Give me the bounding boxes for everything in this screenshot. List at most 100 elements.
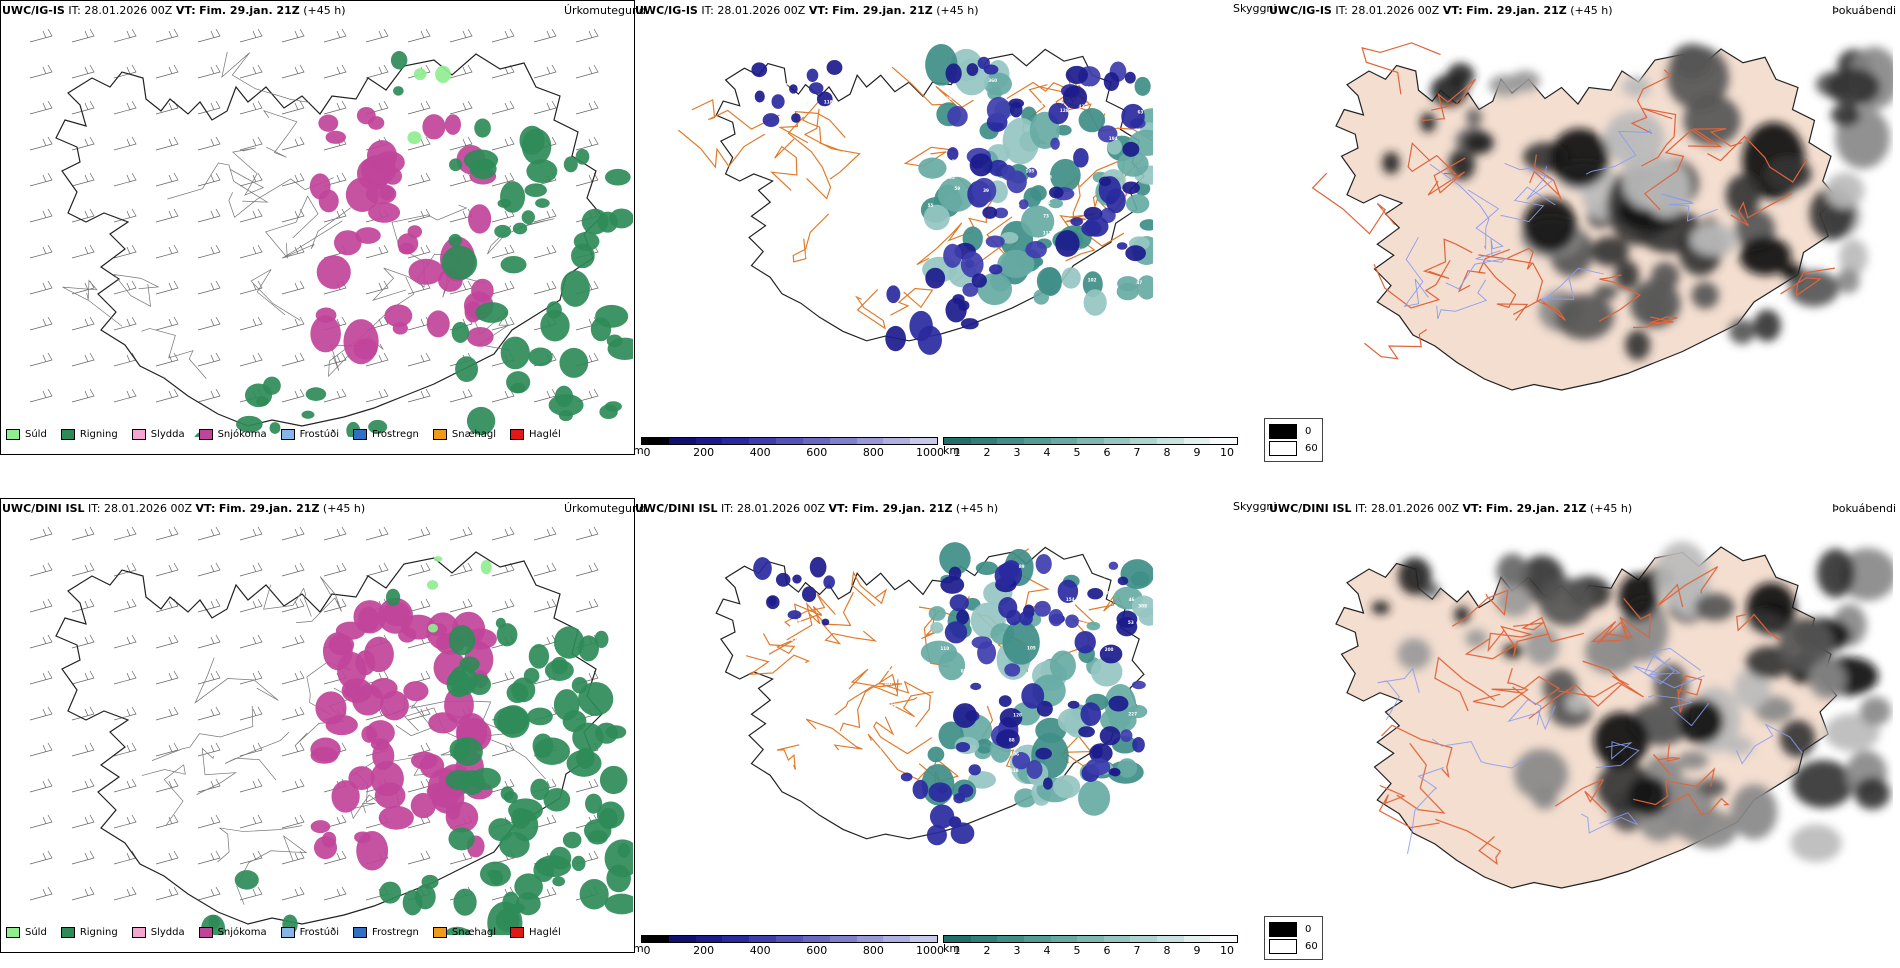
snow-area	[354, 831, 371, 843]
colorbar-box	[803, 438, 830, 444]
rain-area	[587, 830, 608, 844]
wind-barb	[408, 707, 430, 720]
cloudbase-value-label: 55	[928, 203, 934, 208]
rain-area	[455, 356, 478, 382]
cloudbase-value-label: 43	[884, 667, 890, 672]
cloudbase-area	[766, 595, 780, 609]
snow-area	[379, 806, 414, 830]
colorbar-tick-label: 4	[1044, 944, 1051, 957]
fog-legend-label: 60	[1305, 443, 1318, 454]
panel-title: UWC/IG-IS IT: 28.01.2026 00Z VT: Fim. 29…	[2, 4, 346, 17]
cloudbase-value-label: 78	[1083, 619, 1089, 624]
wind-barb	[366, 527, 388, 540]
wind-barb	[492, 743, 514, 756]
wind-barb	[534, 209, 556, 222]
cloudbase-area	[918, 326, 942, 355]
fog-legend-label: 0	[1305, 426, 1311, 437]
fog-area	[1827, 68, 1881, 106]
drizzle-area	[391, 51, 407, 69]
wind-barb	[114, 101, 136, 114]
wind-barb	[282, 779, 304, 792]
cloudbase-area	[1055, 230, 1079, 257]
fog-area	[1817, 549, 1855, 598]
cloudbase-value-label: 49	[906, 592, 912, 597]
road-line	[788, 117, 830, 199]
wind-barb	[30, 599, 52, 612]
wind-barb	[30, 671, 52, 684]
cloudbase-value-label: 102	[1088, 277, 1097, 282]
cloudbase-area	[1043, 778, 1053, 790]
rain-area	[549, 394, 584, 416]
colorbar-box	[776, 936, 803, 942]
visibility-panel: UWC/DINI ISL IT: 28.01.2026 00Z VT: Fim.…	[633, 498, 1263, 968]
wind-barb	[114, 743, 136, 756]
fog-index-map	[1263, 518, 1893, 928]
colorbar-box	[1077, 438, 1104, 444]
cloudbase-value-label: 181	[944, 754, 953, 759]
wind-barb	[240, 815, 262, 828]
cloudbase-area	[1108, 768, 1119, 776]
colorbar-tick-label: 800	[863, 446, 884, 459]
visibility-area	[1137, 275, 1153, 299]
colorbar-box	[910, 438, 937, 444]
wind-barb	[576, 65, 598, 78]
cloudbase-value-label: 227	[1128, 711, 1137, 716]
cloudbase-area	[969, 764, 981, 775]
rain-area	[475, 302, 508, 323]
legend-label: Rigning	[80, 429, 118, 440]
wind-barb	[156, 815, 178, 828]
cloudbase-value-label: 360	[988, 78, 997, 83]
cloudbase-value-label: 43	[1079, 104, 1085, 109]
cloudbase-value-label: 59	[954, 186, 960, 191]
wind-barb	[366, 563, 388, 576]
rain-area	[554, 626, 584, 658]
wind-barb	[492, 29, 514, 42]
wind-barb	[72, 317, 94, 330]
rain-area	[450, 739, 471, 760]
fog-area	[1792, 760, 1854, 808]
wind-barb	[72, 599, 94, 612]
colorbar-tick-label: 8	[1164, 446, 1171, 459]
legend-item: Snæhagl	[433, 927, 496, 938]
colorbar-box	[1130, 936, 1157, 942]
cloudbase-value-label: 57	[1103, 573, 1109, 578]
rain-area	[449, 158, 462, 171]
fog-area	[1372, 601, 1390, 614]
colorbar-tick-label: 1000	[916, 446, 944, 459]
cloudbase-area	[1049, 187, 1064, 199]
colorbar-tick-label: 1000	[916, 944, 944, 957]
legend-item: Frostregn	[353, 927, 419, 938]
cloudbase-value-label: 57	[785, 82, 791, 87]
cloudbase-value-label: 147	[900, 715, 909, 720]
wind-barb	[156, 317, 178, 330]
wind-barb	[114, 317, 136, 330]
cloudbase-value-label: 43	[789, 94, 795, 99]
wind-barb	[282, 65, 304, 78]
drizzle-area	[481, 560, 492, 574]
rain-area	[578, 682, 613, 716]
cloudbase-value-label: 193	[921, 724, 930, 729]
fog-area	[1628, 776, 1668, 817]
cloudbase-area	[1092, 745, 1103, 758]
rain-area	[576, 149, 590, 165]
wind-barb	[534, 281, 556, 294]
wind-barb	[240, 317, 262, 330]
legend-item: Snæhagl	[433, 429, 496, 440]
legend-label: Rigning	[80, 927, 118, 938]
legend-swatch	[199, 429, 213, 440]
wind-barb	[198, 281, 220, 294]
wind-barb	[72, 173, 94, 186]
fog-legend-swatch	[1269, 939, 1297, 954]
cloudbase-value-label: 316	[1010, 768, 1019, 773]
rain-area	[500, 181, 525, 213]
fog-index-map	[1263, 20, 1893, 430]
coastline: 6035915789468549525378233207193181128555…	[716, 542, 1153, 845]
colorbar-tick-label: 4	[1044, 446, 1051, 459]
cloudbase-area	[886, 285, 900, 303]
fog-area	[1753, 310, 1781, 342]
legend-swatch	[199, 927, 213, 938]
colorbar-tick-label: 9	[1194, 446, 1201, 459]
snow-area	[467, 327, 494, 347]
